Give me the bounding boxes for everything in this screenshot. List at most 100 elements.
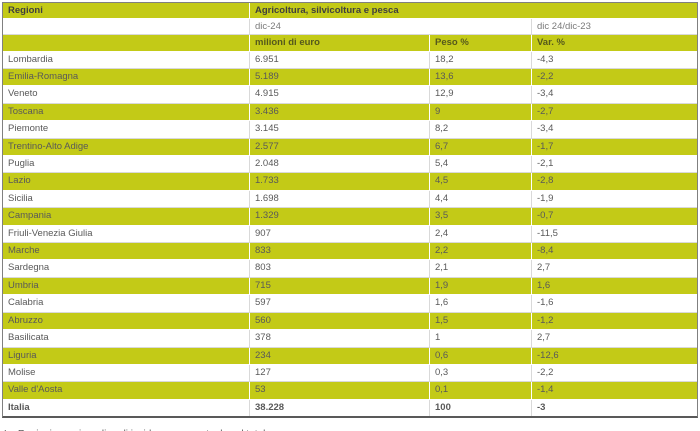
var-cell: -1,9 [532,190,697,209]
region-row: Campania 1.329 3,5 -0,7 [3,208,697,226]
total-row: Italia 38.228 100 -3 [3,399,697,417]
table-header: Regioni Agricoltura, silvicoltura e pesc… [3,3,697,52]
region-cell: Molise [3,364,250,383]
value-cell: 3.436 [250,103,430,122]
peso-cell: 0,6 [430,347,532,365]
col-header-period-compare: dic 24/dic-23 [532,19,697,36]
var-cell: -8,4 [532,243,697,261]
region-cell: Valle d'Aosta [3,382,250,400]
region-row: Calabria 597 1,6 -1,6 [3,295,697,313]
value-cell: 38.228 [250,399,430,417]
col-header-peso: Peso % [430,35,532,52]
var-cell: -3,4 [532,121,697,139]
region-row: Molise 127 0,3 -2,2 [3,364,697,383]
value-cell: 127 [250,364,430,383]
region-cell: Lombardia [3,51,250,70]
var-cell: 1,6 [532,277,697,296]
peso-cell: 0,3 [430,364,532,383]
peso-cell: 5,4 [430,156,532,174]
col-header-period-current: dic-24 [250,19,532,36]
col-header-var: Var. % [532,35,697,52]
peso-cell: 1 [430,330,532,348]
region-row: Toscana 3.436 9 -2,7 [3,103,697,122]
region-cell: Trentino-Alto Adige [3,138,250,157]
var-cell: -2,8 [532,173,697,191]
var-cell: -3 [532,399,697,417]
var-cell: -3,4 [532,86,697,104]
region-cell: Piemonte [3,121,250,139]
region-cell: Italia [3,399,250,417]
region-row: Basilicata 378 1 2,7 [3,330,697,348]
region-row: Abruzzo 560 1,5 -1,2 [3,312,697,331]
region-row: Emilia-Romagna 5.189 13,6 -2,2 [3,69,697,87]
region-row: Puglia 2.048 5,4 -2,1 [3,156,697,174]
var-cell: -1,6 [532,295,697,313]
region-row: Liguria 234 0,6 -12,6 [3,347,697,365]
peso-cell: 1,9 [430,277,532,296]
value-cell: 597 [250,295,430,313]
value-cell: 1.698 [250,190,430,209]
peso-cell: 6,7 [430,138,532,157]
col-header-regioni: Regioni [3,3,250,20]
region-cell: Umbria [3,277,250,296]
col-header-sector: Agricoltura, silvicoltura e pesca [250,3,697,20]
var-cell: -11,5 [532,225,697,244]
var-cell: -1,2 [532,312,697,331]
value-cell: 715 [250,277,430,296]
region-cell: Lazio [3,173,250,191]
peso-cell: 4,5 [430,173,532,191]
region-row: Sicilia 1.698 4,4 -1,9 [3,190,697,209]
value-cell: 5.189 [250,69,430,87]
value-cell: 833 [250,243,430,261]
peso-cell: 1,5 [430,312,532,331]
region-row: Umbria 715 1,9 1,6 [3,277,697,296]
var-cell: 2,7 [532,260,697,278]
header-row-period: dic-24 dic 24/dic-23 [3,19,697,36]
var-cell: -2,7 [532,103,697,122]
region-row: Piemonte 3.145 8,2 -3,4 [3,121,697,139]
header-row-measures: milioni di euro Peso % Var. % [3,35,697,52]
region-cell: Marche [3,243,250,261]
peso-cell: 2,2 [430,243,532,261]
regions-table: Regioni Agricoltura, silvicoltura e pesc… [2,2,698,419]
var-cell: -2,2 [532,69,697,87]
region-cell: Emilia-Romagna [3,69,250,87]
region-cell: Campania [3,208,250,226]
var-cell: -12,6 [532,347,697,365]
peso-cell: 0,1 [430,382,532,400]
value-cell: 560 [250,312,430,331]
value-cell: 1.329 [250,208,430,226]
value-cell: 4.915 [250,86,430,104]
region-row: Trentino-Alto Adige 2.577 6,7 -1,7 [3,138,697,157]
value-cell: 378 [250,330,430,348]
peso-cell: 4,4 [430,190,532,209]
col-header-value: milioni di euro [250,35,430,52]
region-cell: Calabria [3,295,250,313]
value-cell: 6.951 [250,51,430,70]
region-row: Lazio 1.733 4,5 -2,8 [3,173,697,191]
region-cell: Liguria [3,347,250,365]
peso-cell: 13,6 [430,69,532,87]
var-cell: -4,3 [532,51,697,70]
ordering-note: Le Regioni sono in ordine di incidenza p… [4,429,697,431]
value-cell: 1.733 [250,173,430,191]
peso-cell: 9 [430,103,532,122]
var-cell: -1,7 [532,138,697,157]
header-spacer-left [3,19,250,36]
table-body: Lombardia 6.951 18,2 -4,3 Emilia-Romagna 5.18… [3,51,697,417]
value-cell: 2.048 [250,156,430,174]
region-row: Veneto 4.915 12,9 -3,4 [3,86,697,104]
value-cell: 907 [250,225,430,244]
var-cell: 2,7 [532,330,697,348]
region-cell: Puglia [3,156,250,174]
header-spacer-left-2 [3,35,250,52]
peso-cell: 8,2 [430,121,532,139]
value-cell: 3.145 [250,121,430,139]
peso-cell: 3,5 [430,208,532,226]
region-row: Valle d'Aosta 53 0,1 -1,4 [3,382,697,400]
value-cell: 53 [250,382,430,400]
value-cell: 234 [250,347,430,365]
region-cell: Toscana [3,103,250,122]
region-cell: Friuli-Venezia Giulia [3,225,250,244]
